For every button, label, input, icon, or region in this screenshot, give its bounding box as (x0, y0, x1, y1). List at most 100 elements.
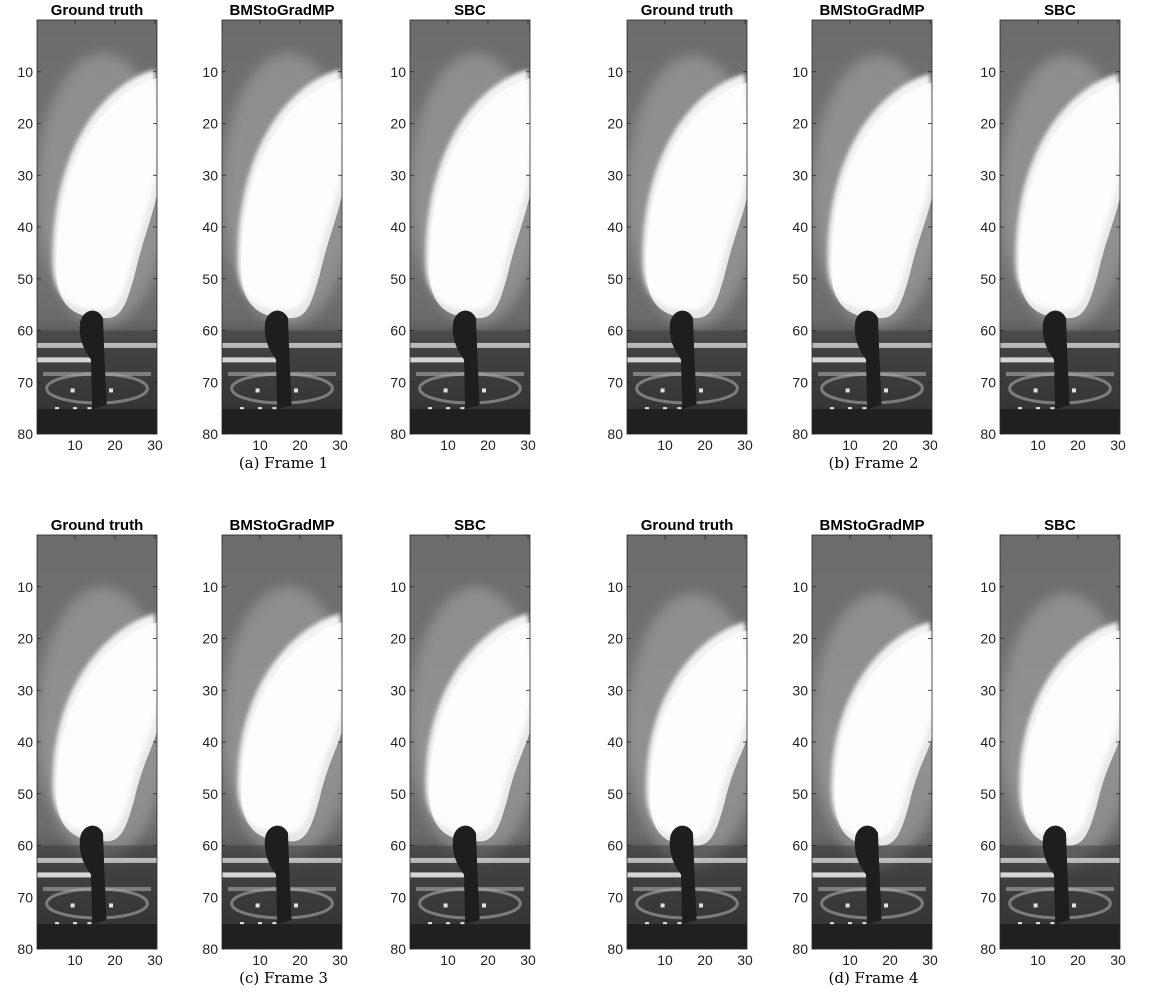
y-tick-label: 50 (792, 786, 808, 802)
y-tick-label: 30 (17, 682, 33, 698)
stripe-2 (1000, 357, 1066, 363)
table-highlight-4 (294, 903, 298, 908)
y-tick-label: 70 (792, 889, 808, 905)
x-tick-label: 30 (737, 952, 753, 968)
image-panel-3-1: 10 20 30 40 50 60 70 80 10 20 30 Ground truth (17, 517, 163, 968)
y-tick-label: 20 (792, 116, 808, 132)
image-panel-1-3: 10 20 30 40 50 60 70 80 10 20 30 SBC (390, 2, 536, 453)
image-panel-2-1: 10 20 30 40 50 60 70 80 10 20 30 Ground truth (607, 2, 753, 453)
y-tick-label: 10 (980, 579, 996, 595)
table-highlight-4 (482, 903, 486, 908)
y-tick-label: 50 (17, 786, 33, 802)
y-tick-label: 40 (607, 219, 623, 235)
y-tick-label: 60 (607, 838, 623, 854)
y-tick-label: 60 (792, 323, 808, 339)
table-highlight-1 (240, 407, 244, 412)
y-tick-label: 30 (607, 167, 623, 183)
table-highlight-2 (663, 407, 667, 412)
image-panel-4-2: 10 20 30 40 50 60 70 80 10 20 30 BMStoGradMP (792, 517, 938, 968)
flame-core (56, 622, 157, 842)
candle-wick (854, 310, 882, 410)
y-tick-label: 80 (390, 426, 406, 442)
table-highlight-3 (460, 922, 465, 927)
y-tick-label: 60 (980, 838, 996, 854)
image-panel-2-3: 10 20 30 40 50 60 70 80 10 20 30 SBC (980, 2, 1126, 453)
panel-title: BMStoGradMP (820, 517, 925, 534)
x-tick-label: 20 (882, 437, 898, 453)
x-tick-label: 10 (1030, 437, 1046, 453)
candle-wick (854, 825, 882, 925)
y-tick-label: 30 (390, 682, 406, 698)
table-highlight-4 (294, 388, 298, 393)
bottom-shadow (410, 409, 530, 434)
table-highlight-1 (830, 407, 834, 412)
panel-title: BMStoGradMP (230, 2, 335, 19)
y-tick-label: 30 (980, 682, 996, 698)
y-tick-label: 20 (202, 631, 218, 647)
y-tick-label: 80 (607, 941, 623, 957)
x-tick-label: 20 (697, 952, 713, 968)
x-tick-label: 30 (1110, 437, 1126, 453)
y-tick-label: 70 (202, 374, 218, 390)
x-tick-label: 30 (922, 952, 938, 968)
y-tick-label: 20 (17, 116, 33, 132)
candle-wick (452, 310, 480, 410)
y-tick-label: 20 (390, 631, 406, 647)
y-tick-label: 60 (390, 323, 406, 339)
y-tick-label: 10 (792, 64, 808, 80)
x-tick-label: 30 (332, 952, 348, 968)
table-highlight-1 (645, 922, 649, 927)
table-highlight-3 (862, 922, 867, 927)
panel-title: Ground truth (641, 2, 733, 19)
x-tick-label: 10 (67, 437, 83, 453)
flame-core (649, 630, 747, 846)
table-highlight-1 (55, 922, 59, 927)
x-tick-label: 20 (697, 437, 713, 453)
x-tick-label: 20 (882, 952, 898, 968)
y-tick-label: 30 (792, 167, 808, 183)
bottom-shadow (1000, 924, 1120, 949)
stripe-2 (410, 872, 476, 878)
table-highlight-2 (73, 922, 77, 927)
y-tick-label: 80 (792, 941, 808, 957)
image-panel-4-1: 10 20 30 40 50 60 70 80 10 20 30 Ground truth (607, 517, 753, 968)
table-highlight-2 (258, 922, 262, 927)
y-tick-label: 40 (607, 734, 623, 750)
table-highlight-3 (460, 407, 465, 412)
y-tick-label: 20 (792, 631, 808, 647)
y-tick-label: 70 (202, 889, 218, 905)
y-tick-label: 70 (17, 889, 33, 905)
x-tick-label: 20 (480, 437, 496, 453)
flame-core (241, 78, 342, 319)
y-tick-label: 80 (792, 426, 808, 442)
x-tick-label: 20 (292, 952, 308, 968)
y-tick-label: 60 (202, 838, 218, 854)
panel-title: Ground truth (641, 517, 733, 534)
bottom-shadow (1000, 409, 1120, 434)
y-tick-label: 10 (607, 64, 623, 80)
y-tick-label: 50 (17, 271, 33, 287)
table-highlight-1 (428, 922, 432, 927)
table-highlight-5 (443, 903, 448, 908)
table-highlight-2 (258, 407, 262, 412)
table-highlight-5 (660, 388, 665, 393)
frame-group-1: 10 20 30 40 50 60 70 80 10 20 30 Ground truth 10 20 30… (17, 2, 536, 472)
y-tick-label: 20 (202, 116, 218, 132)
y-tick-label: 10 (607, 579, 623, 595)
subfigure-caption: (b) Frame 2 (828, 454, 918, 472)
table-highlight-5 (70, 388, 75, 393)
bottom-shadow (222, 924, 342, 949)
y-tick-label: 20 (980, 631, 996, 647)
stripe-2 (1000, 872, 1066, 878)
image-panel-3-2: 10 20 30 40 50 60 70 80 10 20 30 BMStoGradMP (202, 517, 348, 968)
flame-core (241, 622, 342, 842)
candle-wick (264, 310, 292, 410)
bottom-shadow (37, 924, 157, 949)
table-highlight-4 (109, 388, 113, 393)
x-tick-label: 30 (520, 437, 536, 453)
y-tick-label: 20 (980, 116, 996, 132)
y-tick-label: 50 (980, 786, 996, 802)
table-highlight-1 (428, 407, 432, 412)
x-tick-label: 20 (1070, 437, 1086, 453)
stripe-2 (627, 872, 693, 878)
